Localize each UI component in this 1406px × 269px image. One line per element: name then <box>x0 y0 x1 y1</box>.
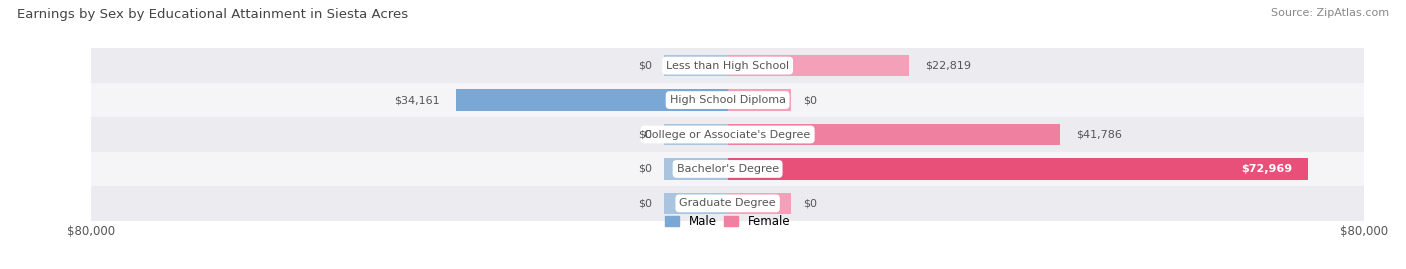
Text: $41,786: $41,786 <box>1076 129 1122 140</box>
Bar <box>728 158 1308 180</box>
Bar <box>728 193 792 214</box>
Text: $34,161: $34,161 <box>395 95 440 105</box>
Text: $0: $0 <box>638 61 652 71</box>
Text: $72,969: $72,969 <box>1241 164 1292 174</box>
Text: Earnings by Sex by Educational Attainment in Siesta Acres: Earnings by Sex by Educational Attainmen… <box>17 8 408 21</box>
Bar <box>91 83 1364 117</box>
Bar <box>91 186 1364 221</box>
Text: Graduate Degree: Graduate Degree <box>679 198 776 208</box>
Text: $22,819: $22,819 <box>925 61 972 71</box>
Bar <box>456 89 728 111</box>
Text: $0: $0 <box>638 164 652 174</box>
Text: $0: $0 <box>803 198 817 208</box>
Bar <box>664 193 728 214</box>
Text: $0: $0 <box>638 198 652 208</box>
Text: College or Associate's Degree: College or Associate's Degree <box>644 129 811 140</box>
Bar <box>728 55 910 76</box>
Text: High School Diploma: High School Diploma <box>669 95 786 105</box>
Text: $0: $0 <box>638 129 652 140</box>
Bar <box>728 89 792 111</box>
Bar <box>664 55 728 76</box>
Text: $0: $0 <box>803 95 817 105</box>
Text: Bachelor's Degree: Bachelor's Degree <box>676 164 779 174</box>
Bar <box>664 124 728 145</box>
Text: Source: ZipAtlas.com: Source: ZipAtlas.com <box>1271 8 1389 18</box>
Bar <box>91 48 1364 83</box>
Bar <box>728 124 1060 145</box>
Bar <box>91 152 1364 186</box>
Legend: Male, Female: Male, Female <box>665 215 790 228</box>
Text: Less than High School: Less than High School <box>666 61 789 71</box>
Bar <box>91 117 1364 152</box>
Bar <box>664 158 728 180</box>
